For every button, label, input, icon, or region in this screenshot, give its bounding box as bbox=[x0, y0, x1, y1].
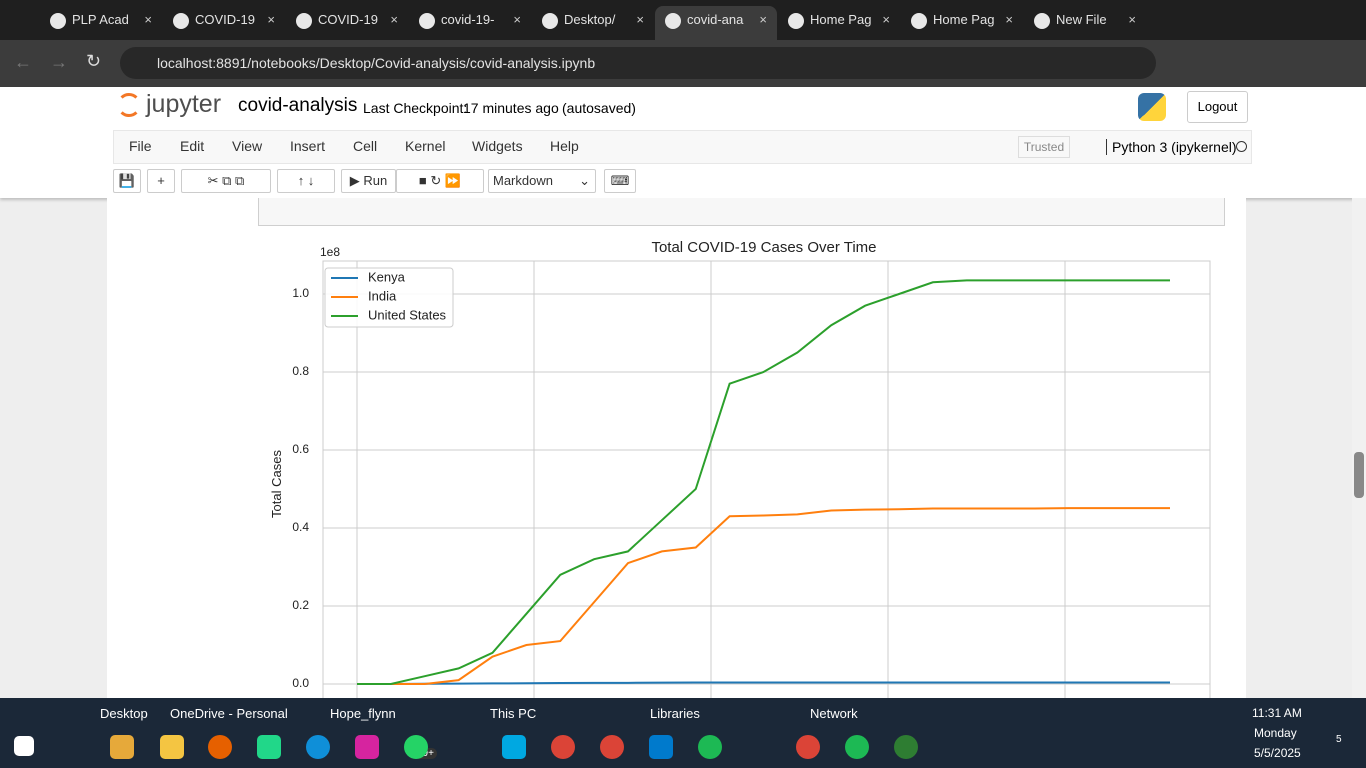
logo: jupyter bbox=[146, 90, 222, 118]
move-buttons[interactable]: ↑ ↓ bbox=[277, 169, 335, 193]
tab-title: New File bbox=[1056, 12, 1107, 27]
tab-title: COVID-19 bbox=[195, 12, 255, 27]
tab-title: Home Pag bbox=[933, 12, 995, 27]
menu-item[interactable]: Kernel bbox=[405, 138, 446, 154]
app-icon[interactable] bbox=[160, 735, 184, 759]
y-tick-label: 1.0 bbox=[292, 286, 309, 300]
y-offset: 1e8 bbox=[320, 245, 340, 259]
notebook-header: jupyter covid-analysis Last Checkpoint: … bbox=[0, 87, 1366, 198]
line-series bbox=[357, 681, 1170, 685]
y-tick-label: 0.4 bbox=[292, 520, 309, 534]
notification-count: 5 bbox=[1336, 734, 1342, 745]
tab-title: covid-19- bbox=[441, 12, 495, 27]
tab-title: PLP Acad bbox=[72, 12, 129, 27]
tab-title: COVID-19 bbox=[318, 12, 378, 27]
line-series bbox=[357, 279, 1170, 685]
y-tick-label: 0.2 bbox=[292, 598, 309, 612]
autosave: (autosaved) bbox=[562, 100, 636, 116]
browser-tab[interactable]: New File × bbox=[1024, 6, 1146, 40]
legend: Kenya India United States bbox=[324, 267, 454, 328]
line-series bbox=[357, 507, 1170, 685]
cell-type: Markdown bbox=[493, 173, 553, 188]
run-button[interactable]: ▶ Run bbox=[341, 169, 396, 193]
notebook-name[interactable]: covid-analysis bbox=[238, 95, 358, 116]
taskbar-item[interactable]: OneDrive - Personal bbox=[170, 706, 288, 721]
run-label: Run bbox=[363, 173, 388, 188]
browser-tab[interactable]: Home Pag × bbox=[778, 6, 900, 40]
taskbar-item[interactable]: This PC bbox=[490, 706, 537, 721]
taskbar-item[interactable]: Libraries bbox=[650, 706, 700, 721]
menu-item[interactable]: Edit bbox=[180, 138, 205, 154]
menu-item[interactable]: Insert bbox=[290, 138, 326, 154]
cell-type-select[interactable]: Markdown ⌄ bbox=[488, 169, 596, 193]
browser-tab[interactable]: covid-19- × bbox=[409, 6, 531, 40]
checkpoint-label: Last Checkpoint: bbox=[363, 100, 468, 116]
y-tick-label: 0.0 bbox=[292, 676, 309, 690]
legend-label: India bbox=[368, 288, 397, 303]
legend-label: United States bbox=[368, 307, 447, 322]
y-axis-label: Total Cases bbox=[269, 450, 284, 518]
kernel-buttons[interactable]: ■ ↻ ⏩ bbox=[396, 169, 484, 193]
tab-title: covid-ana bbox=[687, 12, 744, 27]
menu-item[interactable]: Help bbox=[550, 138, 579, 154]
app-icon[interactable] bbox=[110, 735, 134, 759]
edit-buttons[interactable]: ✂ ⧉ ⧉ bbox=[181, 169, 271, 193]
menu-item[interactable]: View bbox=[232, 138, 263, 154]
app-icon[interactable] bbox=[600, 735, 624, 759]
keyboard-button[interactable]: ⌨ bbox=[604, 169, 636, 193]
browser-tab[interactable]: covid-ana × bbox=[655, 6, 777, 40]
clock-date: 5/5/2025 bbox=[1254, 746, 1301, 760]
tab-bar: PLP Acad × COVID-19 × COVID-19 × covid-19- × Des… bbox=[0, 0, 1366, 40]
legend-box bbox=[324, 267, 454, 328]
app-icon[interactable] bbox=[355, 735, 379, 759]
legend-label: Kenya bbox=[368, 269, 406, 284]
taskbar: Desktop OneDrive - Personal Hope_flynn T… bbox=[0, 698, 1366, 768]
browser-tab[interactable]: COVID-19 × bbox=[163, 6, 285, 40]
app-icon[interactable] bbox=[845, 735, 869, 759]
chart: Total COVID-19 Cases Over Time 1e8 Total… bbox=[269, 239, 1211, 698]
menu-item[interactable]: Widgets bbox=[472, 138, 523, 154]
app-icon[interactable] bbox=[404, 735, 428, 759]
clock-time: 11:31 AM bbox=[1252, 706, 1302, 720]
url-bar[interactable]: localhost:8891/notebooks/Desktop/Covid-a… bbox=[120, 47, 1156, 79]
kernel-name: Python 3 (ipykernel) bbox=[1106, 139, 1237, 155]
app-icon[interactable] bbox=[208, 735, 232, 759]
tab-title: Desktop/ bbox=[564, 12, 616, 27]
app-icon[interactable] bbox=[551, 735, 575, 759]
menu-item[interactable]: File bbox=[129, 138, 152, 154]
browser-tab[interactable]: Home Pag × bbox=[901, 6, 1023, 40]
chart-title: Total COVID-19 Cases Over Time bbox=[651, 239, 876, 256]
trusted-indicator[interactable]: Trusted bbox=[1018, 136, 1070, 158]
app-icon[interactable] bbox=[894, 735, 918, 759]
app-icon[interactable] bbox=[502, 735, 526, 759]
checkpoint-time: 17 minutes ago bbox=[463, 100, 559, 116]
clock-day: Monday bbox=[1254, 726, 1297, 740]
y-tick-label: 0.8 bbox=[292, 364, 309, 378]
browser-tab[interactable]: COVID-19 × bbox=[286, 6, 408, 40]
app-icon[interactable] bbox=[306, 735, 330, 759]
browser-tab[interactable]: PLP Acad × bbox=[40, 6, 162, 40]
logout-button[interactable]: Logout bbox=[1187, 91, 1248, 123]
scrollbar[interactable] bbox=[1352, 198, 1366, 698]
app-icon[interactable] bbox=[698, 735, 722, 759]
browser-tab[interactable]: Desktop/× bbox=[532, 6, 654, 40]
tab-title: Home Pag bbox=[810, 12, 872, 27]
taskbar-item[interactable]: Network bbox=[810, 706, 858, 721]
add-cell-button[interactable]: + bbox=[147, 169, 175, 193]
taskbar-item[interactable]: Hope_flynn bbox=[330, 706, 396, 721]
start-button[interactable] bbox=[14, 736, 34, 756]
save-button[interactable]: 💾 bbox=[113, 169, 141, 193]
plot-area bbox=[322, 260, 1211, 698]
y-tick-label: 0.6 bbox=[292, 442, 309, 456]
app-icon[interactable] bbox=[796, 735, 820, 759]
menu-item[interactable]: Cell bbox=[353, 138, 378, 154]
app-icon[interactable] bbox=[649, 735, 673, 759]
taskbar-item[interactable]: Desktop bbox=[100, 706, 148, 721]
app-icon[interactable] bbox=[257, 735, 281, 759]
